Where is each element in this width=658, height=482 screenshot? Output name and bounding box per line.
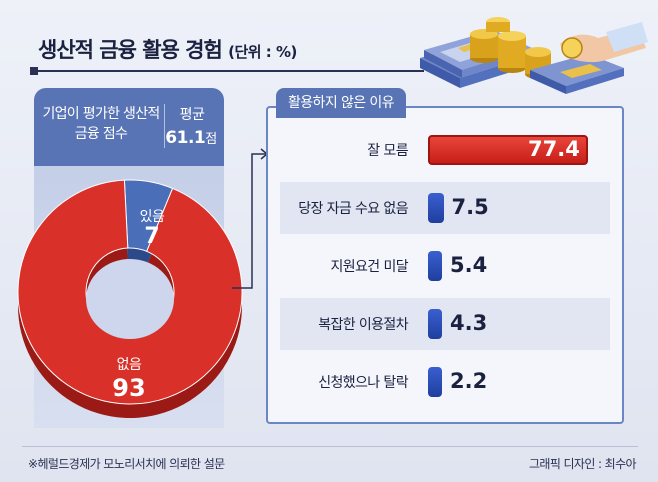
unit-text: (단위 : %) [228, 43, 297, 61]
banknote-stack-icon [530, 54, 624, 94]
donut-hole [86, 259, 174, 339]
bar-row: 복잡한 이용절차 4.3 [280, 298, 610, 350]
money-coins-hand-illustration [420, 17, 648, 94]
score-header [34, 88, 224, 166]
bar-row: 잘 모름 77.4 [280, 124, 610, 176]
bar-row: 지원요건 미달 5.4 [280, 240, 610, 292]
average-number: 61.1 [165, 128, 206, 148]
average-value: 61.1점 [160, 128, 222, 148]
chart-title: 생산적 금융 활용 경험 (단위 : %) [38, 34, 297, 64]
average-suffix: 점 [205, 132, 217, 147]
bar [428, 309, 442, 339]
bar-category-label: 당장 자금 수요 없음 [298, 201, 408, 217]
credit: 그래픽 디자인 : 최수아 [528, 457, 637, 471]
bar [428, 135, 588, 165]
bar-value-label: 7.5 [451, 195, 489, 219]
title-text: 생산적 금융 활용 경험 [38, 38, 223, 62]
average-label: 평균 [179, 107, 205, 123]
slice-label: 있음 [139, 209, 165, 225]
footer-rule [22, 446, 638, 447]
donut-chart [17, 179, 243, 418]
bar-category-label: 복잡한 이용절차 [318, 317, 408, 333]
bar-row: 신청했으나 탈락 2.2 [280, 356, 610, 408]
bar-category-label: 지원요건 미달 [330, 259, 408, 275]
bar-category-label: 잘 모름 [367, 143, 408, 159]
bar-value-label: 4.3 [450, 311, 488, 335]
bar [428, 367, 442, 397]
footnote: ※헤럴드경제가 모노리서치에 의뢰한 설문 [28, 457, 225, 471]
slice-label: 없음 [116, 357, 142, 373]
title-rule [30, 67, 424, 75]
header-divider [164, 104, 165, 148]
bar-value-label: 77.4 [528, 137, 580, 161]
hand-icon [560, 22, 648, 63]
score-question: 기업이 평가한 생산적 금융 점수 [42, 106, 160, 142]
bar-row: 당장 자금 수요 없음 7.5 [280, 182, 610, 234]
bar [428, 193, 444, 223]
bar-value-label: 5.4 [450, 253, 488, 277]
slice-value-label: 93 [112, 374, 146, 402]
bar-value-label: 2.2 [450, 369, 488, 393]
slice-value-label: 7 [144, 224, 160, 249]
reasons-tab: 활용하지 않은 이유 [276, 88, 406, 118]
bar-category-label: 신청했으나 탈락 [318, 375, 408, 391]
bar [428, 251, 442, 281]
